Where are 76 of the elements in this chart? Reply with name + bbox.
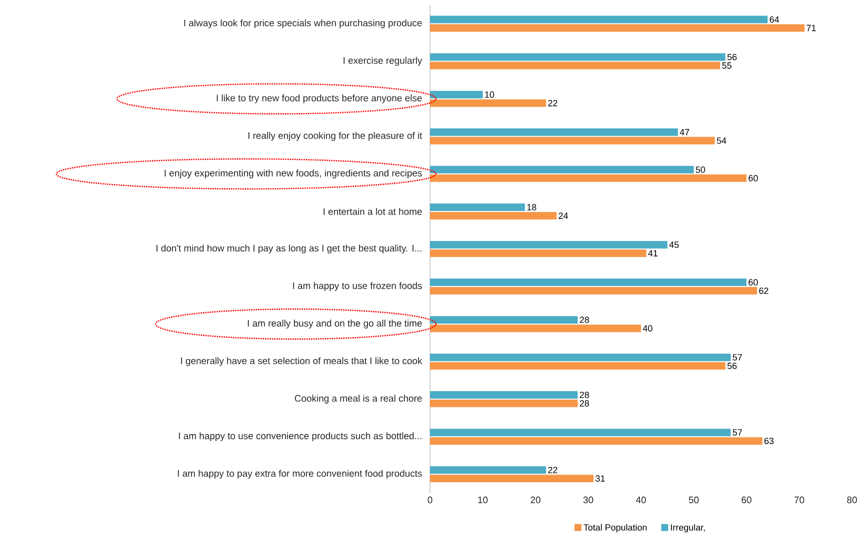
x-tick-label: 80 — [847, 496, 857, 504]
bar — [430, 466, 546, 474]
bar — [430, 203, 525, 211]
data-label: 64 — [770, 16, 779, 23]
data-label: 22 — [548, 466, 558, 474]
bar — [430, 24, 805, 32]
data-label: 60 — [748, 279, 758, 286]
legend-label: Irregular, — [671, 524, 705, 532]
y-tick-label: I always look for price specials when purchasing produce — [184, 19, 422, 28]
data-label: 63 — [764, 438, 774, 444]
x-tick-label: 70 — [794, 496, 804, 504]
y-tick-label: Cooking a meal is a real chore — [294, 394, 422, 404]
y-tick-label: I am happy to use frozen foods — [293, 282, 422, 291]
data-label: 18 — [527, 204, 536, 210]
bar — [430, 437, 762, 445]
x-tick-label: 10 — [478, 496, 488, 504]
data-label: 28 — [580, 392, 589, 398]
bar — [430, 62, 720, 70]
bar — [430, 316, 578, 324]
y-tick-label: I don't mind how much I pay as long as I get the best quality. I... — [156, 244, 422, 254]
data-label: 40 — [642, 325, 652, 332]
data-label: 57 — [732, 429, 742, 436]
data-label: 54 — [716, 138, 726, 144]
bar — [430, 278, 746, 286]
bar — [430, 391, 578, 399]
x-tick-label: 40 — [636, 496, 646, 504]
bar — [430, 99, 546, 107]
bar — [430, 136, 715, 144]
data-label: 41 — [648, 250, 658, 256]
x-tick-label: 60 — [742, 496, 752, 504]
data-label: 55 — [722, 62, 732, 69]
data-label: 24 — [558, 212, 568, 219]
bar — [430, 241, 668, 249]
bar — [430, 166, 694, 174]
bar — [430, 174, 746, 182]
bar — [430, 90, 483, 98]
y-tick-label: I exercise regularly — [344, 56, 422, 66]
data-label: 50 — [696, 166, 706, 173]
y-tick-label: I am really busy and on the go all the time — [248, 320, 422, 328]
y-tick-label: I am happy to pay extra for more convenient food products — [178, 470, 422, 479]
data-label: 62 — [759, 288, 768, 294]
bar — [430, 212, 557, 220]
x-tick-label: 20 — [530, 496, 540, 504]
data-label: 28 — [580, 400, 589, 407]
data-label: 57 — [732, 354, 742, 361]
bar — [430, 428, 731, 436]
legend-label: Total Population — [584, 524, 647, 532]
y-tick-label: I really enjoy cooking for the pleasure of it — [248, 132, 422, 141]
bar — [430, 362, 726, 370]
bar — [430, 16, 768, 24]
data-label: 45 — [669, 242, 679, 248]
data-label: 47 — [680, 129, 690, 136]
data-label: 31 — [596, 475, 605, 482]
bar — [430, 250, 646, 258]
data-label: 71 — [806, 24, 816, 32]
data-label: 56 — [727, 362, 737, 370]
y-tick-label: I generally have a set selection of meals that I like to cook — [181, 357, 422, 366]
bar — [430, 474, 594, 482]
data-label: 10 — [485, 91, 494, 98]
bar — [430, 53, 726, 61]
y-tick-label: I entertain a lot at home — [324, 208, 422, 215]
x-tick-label: 50 — [688, 496, 699, 504]
bar — [430, 324, 641, 332]
y-tick-label: I am happy to use convenience products such as bottled... — [178, 432, 422, 442]
data-label: 28 — [580, 316, 589, 324]
y-tick-label: I like to try new food products before anyone else — [216, 94, 422, 104]
bar — [430, 400, 578, 408]
x-tick-label: 30 — [583, 496, 594, 504]
bar — [430, 287, 758, 295]
data-label: 56 — [727, 54, 737, 60]
data-label: 60 — [748, 174, 758, 182]
data-label: 22 — [548, 100, 558, 106]
bar — [430, 128, 678, 136]
x-tick-label: 0 — [428, 496, 432, 504]
bar — [430, 354, 731, 362]
y-tick-label: I enjoy experimenting with new foods, ingredients and recipes — [164, 170, 422, 178]
